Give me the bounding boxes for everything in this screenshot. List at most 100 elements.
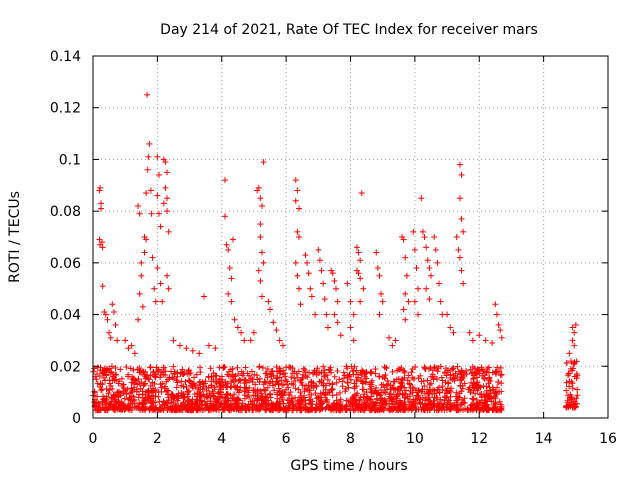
data-point [298, 392, 305, 399]
data-point [433, 394, 440, 401]
data-point [233, 401, 240, 408]
data-point [402, 316, 409, 323]
data-point [106, 329, 113, 336]
data-point [315, 246, 322, 253]
data-point [345, 384, 352, 391]
data-point [240, 370, 247, 377]
data-point [282, 386, 289, 393]
data-point [321, 296, 328, 303]
data-point [180, 383, 187, 390]
data-point [138, 259, 145, 266]
data-points [90, 91, 581, 414]
data-point [420, 404, 427, 411]
data-point [356, 397, 363, 404]
data-point [358, 190, 365, 197]
data-point [170, 375, 177, 382]
data-point [354, 390, 361, 397]
data-point [566, 394, 573, 401]
data-point [94, 393, 101, 400]
data-point [270, 319, 277, 326]
data-point [264, 366, 271, 373]
data-point [573, 375, 580, 382]
data-point [274, 399, 281, 406]
data-point [154, 153, 161, 160]
data-point [265, 402, 272, 409]
data-point [458, 376, 465, 383]
data-point [162, 184, 169, 191]
data-point [400, 367, 407, 374]
data-point [180, 391, 187, 398]
axis-ticks [92, 55, 609, 419]
data-point [471, 384, 478, 391]
data-point [302, 368, 309, 375]
data-point [458, 267, 465, 274]
data-point [186, 377, 193, 384]
data-point [123, 391, 130, 398]
data-point [234, 324, 241, 331]
x-tick-label: 8 [346, 431, 355, 447]
data-point [410, 228, 417, 235]
data-point [241, 337, 248, 344]
data-point [154, 265, 161, 272]
chart-title: Day 214 of 2021, Rate Of TEC Index for r… [160, 22, 538, 38]
data-point [180, 404, 187, 411]
y-tick-label: 0.04 [50, 308, 81, 324]
data-point [248, 401, 255, 408]
data-point [480, 383, 487, 390]
data-point [144, 91, 151, 98]
data-point [183, 345, 190, 352]
x-tick-label: 16 [599, 431, 617, 447]
data-point [497, 401, 504, 408]
data-point [334, 368, 341, 375]
data-point [222, 400, 229, 407]
data-point [574, 392, 581, 399]
data-point [189, 396, 196, 403]
data-point [398, 379, 405, 386]
data-point [141, 249, 148, 256]
data-point [391, 403, 398, 410]
data-point [326, 388, 333, 395]
data-point [437, 363, 444, 370]
data-point [255, 184, 262, 191]
data-point [130, 375, 137, 382]
data-point [489, 407, 496, 414]
data-point [205, 342, 212, 349]
data-point [136, 399, 143, 406]
data-point [395, 390, 402, 397]
data-point [367, 369, 374, 376]
data-point [217, 401, 224, 408]
data-point [378, 387, 385, 394]
data-point [284, 396, 291, 403]
data-point [280, 381, 287, 388]
data-point [223, 384, 230, 391]
data-point [498, 371, 505, 378]
data-point [115, 394, 122, 401]
data-point [257, 277, 264, 284]
data-point [311, 407, 318, 414]
data-point [97, 184, 104, 191]
data-point [341, 372, 348, 379]
data-point [175, 390, 182, 397]
data-point [485, 392, 492, 399]
data-point [445, 380, 452, 387]
data-point [197, 369, 204, 376]
data-point [454, 363, 461, 370]
data-point [292, 385, 299, 392]
data-point [423, 285, 430, 292]
data-point [122, 337, 129, 344]
data-point [257, 387, 264, 394]
data-point [292, 177, 299, 184]
data-point [474, 379, 481, 386]
data-point [127, 365, 134, 372]
data-point [232, 396, 239, 403]
data-point [429, 367, 436, 374]
data-point [264, 394, 271, 401]
data-point [297, 389, 304, 396]
data-point [282, 405, 289, 412]
data-point [246, 384, 253, 391]
data-point [426, 296, 433, 303]
data-point [266, 380, 273, 387]
data-point [351, 407, 358, 414]
data-point [165, 228, 172, 235]
data-point [409, 389, 416, 396]
